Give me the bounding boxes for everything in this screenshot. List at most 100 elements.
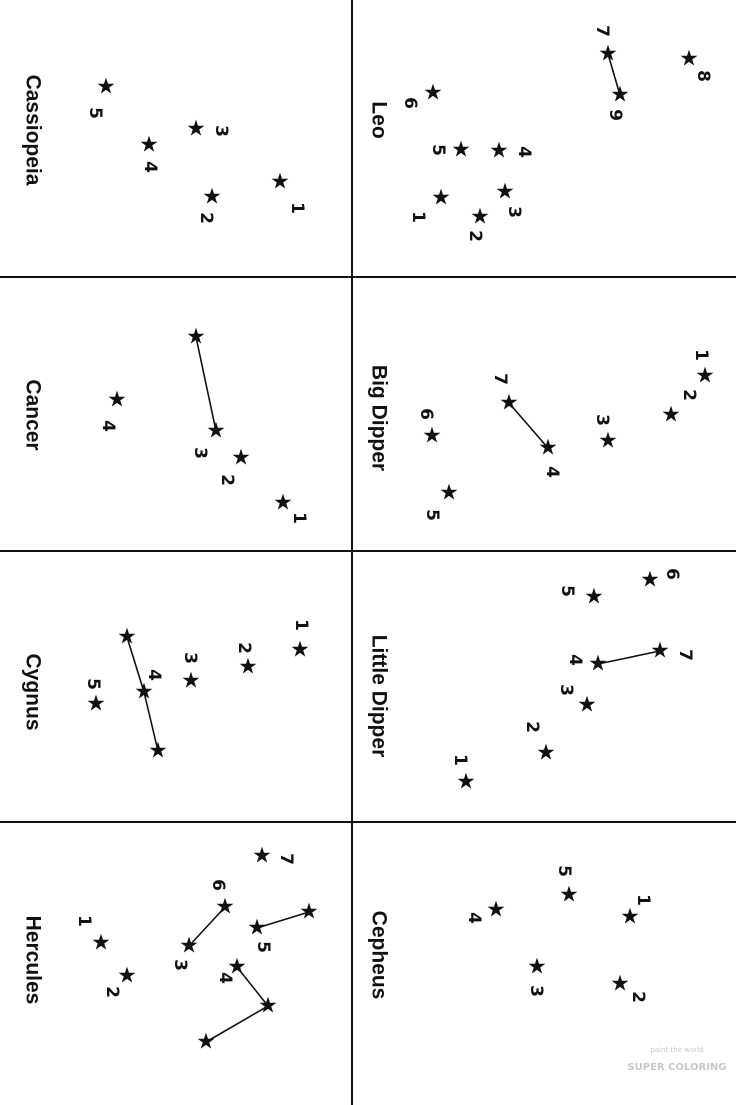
star-icon: ★ — [258, 994, 278, 1019]
star-number-label: 4 — [140, 161, 160, 173]
star-number-label: 1 — [450, 754, 470, 766]
star-number-label: 5 — [557, 585, 577, 597]
star-number-label: 6 — [208, 879, 228, 891]
star-icon: ★ — [527, 955, 547, 980]
star-icon: ★ — [179, 934, 199, 959]
star-icon: ★ — [439, 481, 459, 506]
connecting-line — [256, 911, 310, 929]
star-icon: ★ — [598, 429, 618, 454]
star-number-label: 9 — [605, 109, 625, 121]
constellation-name: Hercules — [22, 916, 45, 1005]
star-number-label: 4 — [215, 972, 235, 984]
star-icon: ★ — [270, 170, 290, 195]
star-number-label: 1 — [291, 619, 311, 631]
star-icon: ★ — [238, 655, 258, 680]
connecting-line — [126, 636, 145, 693]
watermark: paint the world SUPER COLORING — [627, 1046, 726, 1073]
star-icon: ★ — [206, 419, 226, 444]
star-number-label: 5 — [85, 107, 105, 119]
panel-hercules: ★1★2★3 ★4★5★6★ 7★★★Hercules — [22, 844, 319, 1055]
star-icon: ★ — [577, 693, 597, 718]
star-number-label: 8 — [693, 70, 713, 82]
star-icon: ★ — [620, 905, 640, 930]
star-icon: ★ — [196, 1030, 216, 1055]
star-number-label: 5 — [422, 509, 442, 521]
star-icon: ★ — [470, 205, 490, 230]
star-number-label: 3 — [592, 414, 612, 426]
star-icon: ★ — [588, 652, 608, 677]
star-icon: ★ — [584, 585, 604, 610]
star-number-label: 2 — [217, 474, 237, 486]
star-number-label: 5 — [554, 865, 574, 877]
constellation-name: Cassiopeia — [22, 75, 45, 186]
star-icon: ★ — [252, 844, 272, 869]
star-number-label: 5 — [83, 678, 103, 690]
connecting-line — [607, 53, 621, 96]
star-number-label: 1 — [289, 512, 309, 524]
connecting-line — [508, 402, 549, 449]
star-number-label: 5 — [428, 144, 448, 156]
star-icon: ★ — [91, 931, 111, 956]
star-icon: ★ — [640, 568, 660, 593]
watermark-line-2: SUPER COLORING — [627, 1062, 726, 1073]
star-icon: ★ — [96, 75, 116, 100]
star-number-label: 4 — [464, 912, 484, 924]
star-number-label: 2 — [102, 986, 122, 998]
star-icon: ★ — [661, 403, 681, 428]
star-icon: ★ — [227, 955, 247, 980]
star-number-label: 1 — [74, 915, 94, 927]
constellation-name: Leo — [368, 101, 391, 138]
star-icon: ★ — [117, 625, 137, 650]
star-number-label: 3 — [170, 959, 190, 971]
constellation-name: Cygnus — [22, 653, 45, 730]
star-icon: ★ — [139, 133, 159, 158]
star-icon: ★ — [247, 916, 267, 941]
star-icon: ★ — [299, 900, 319, 925]
star-icon: ★ — [423, 81, 443, 106]
star-icon: ★ — [679, 47, 699, 72]
star-icon: ★ — [538, 436, 558, 461]
star-number-label: 4 — [98, 420, 118, 432]
star-icon: ★ — [610, 972, 630, 997]
connecting-line — [597, 650, 661, 665]
constellation-name: Cepheus — [368, 911, 391, 1000]
star-icon: ★ — [290, 638, 310, 663]
star-number-label: 2 — [679, 389, 699, 401]
star-icon: ★ — [598, 42, 618, 67]
star-number-label: 4 — [514, 146, 534, 158]
star-icon: ★ — [422, 424, 442, 449]
star-number-label: 2 — [628, 991, 648, 1003]
star-number-label: 5 — [253, 941, 273, 953]
watermark-line-1: paint the world — [650, 1046, 703, 1054]
connecting-line — [236, 966, 269, 1007]
star-number-label: 7 — [675, 649, 695, 661]
connecting-line — [143, 691, 159, 752]
star-number-label: 2 — [465, 230, 485, 242]
star-icon: ★ — [695, 364, 715, 389]
star-icon: ★ — [107, 388, 127, 413]
star-number-label: 1 — [691, 349, 711, 361]
star-icon: ★ — [610, 83, 630, 108]
star-number-label: 4 — [542, 466, 562, 478]
star-icon: ★ — [431, 186, 451, 211]
star-number-label: 3 — [556, 684, 576, 696]
star-icon: ★ — [134, 680, 154, 705]
star-number-label: 7 — [276, 853, 296, 865]
star-number-label: 6 — [416, 408, 436, 420]
star-icon: ★ — [148, 739, 168, 764]
constellation-name: Big Dipper — [368, 365, 391, 471]
star-number-label: 6 — [400, 97, 420, 109]
star-number-label: 1 — [287, 202, 307, 214]
star-icon: ★ — [117, 964, 137, 989]
star-icon: ★ — [486, 898, 506, 923]
star-number-label: 4 — [565, 654, 585, 666]
star-number-label: 3 — [190, 447, 210, 459]
star-number-label: 6 — [662, 568, 682, 580]
constellation-name: Little Dipper — [368, 635, 391, 758]
